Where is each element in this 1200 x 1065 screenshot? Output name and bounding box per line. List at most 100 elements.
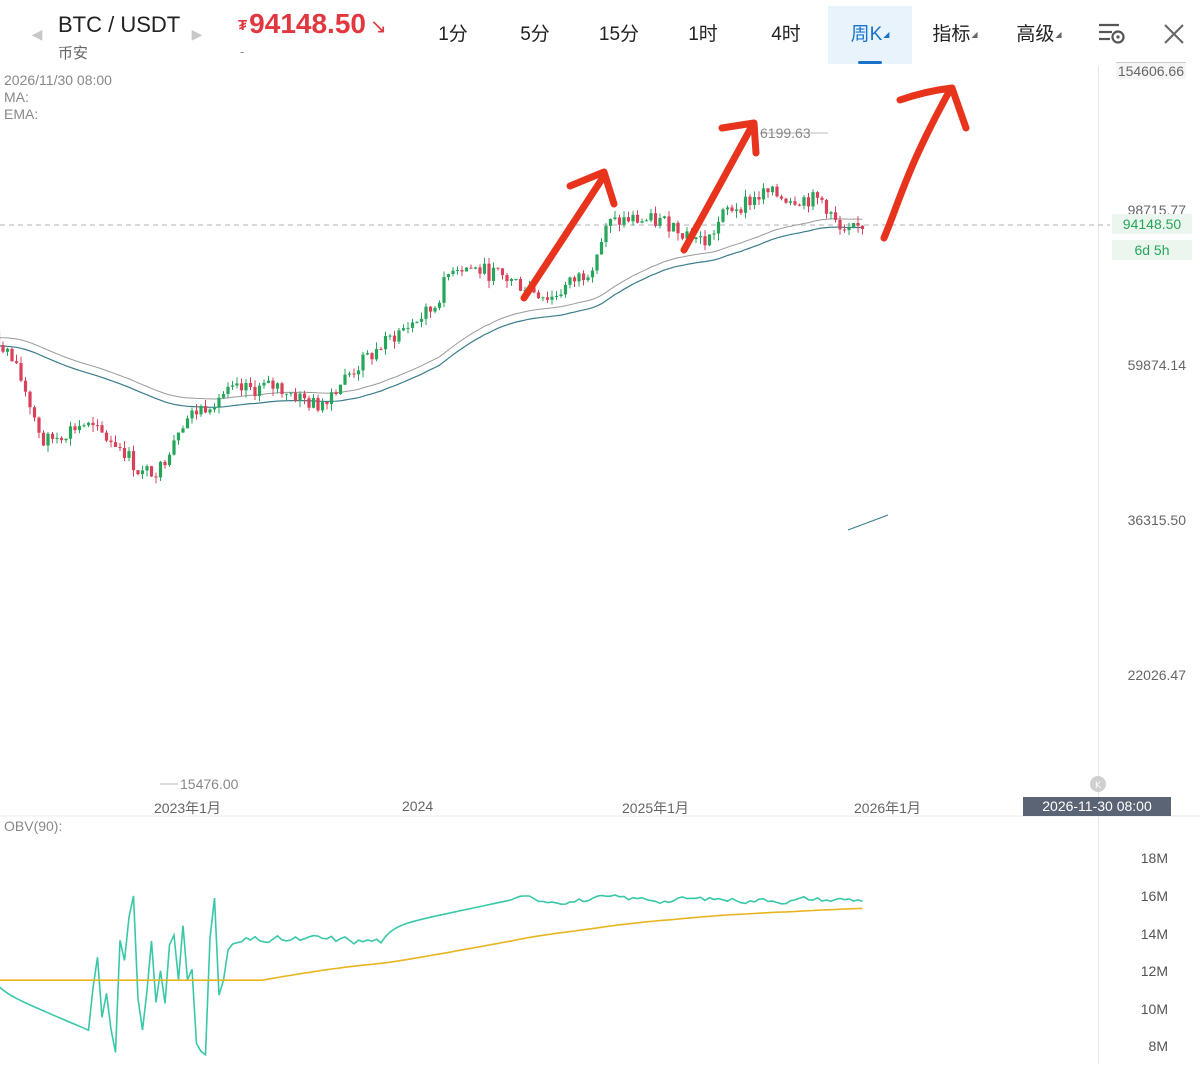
trading-pair[interactable]: BTC / USDT [58, 12, 181, 37]
candle-body [824, 199, 829, 214]
tab-weekly[interactable]: 周K◢ [828, 6, 912, 64]
candle-body [41, 432, 46, 446]
candle-body [280, 383, 284, 394]
tab-1min[interactable]: 1分 [422, 6, 484, 64]
candle-body [163, 461, 167, 466]
candle-body [734, 209, 739, 211]
candle-body [320, 401, 325, 411]
candle-body [352, 373, 356, 375]
crosshair-time-tag: 2026-11-30 08:00 [1023, 797, 1171, 816]
candle-body [707, 234, 712, 246]
scroll-latest-icon[interactable] [1090, 776, 1106, 792]
candle-body [374, 349, 379, 360]
candle-body [118, 446, 122, 449]
candle-body [208, 409, 212, 413]
red-arrow-3-head [896, 84, 970, 132]
candle-body [365, 353, 370, 355]
candle-body [815, 192, 820, 198]
candle-body [833, 212, 838, 220]
candle-countdown: 6d 5h [1112, 240, 1192, 260]
tab-15min[interactable]: 15分 [588, 6, 650, 64]
candle-body [446, 274, 451, 278]
candle-body [860, 225, 865, 230]
candle-body [491, 267, 496, 281]
red-arrow-2-head [718, 119, 760, 157]
candle-body [127, 451, 131, 458]
chevron-left-icon[interactable]: ◀ [31, 26, 43, 42]
candle-body [230, 385, 235, 387]
crosshair-datetime: 2026/11/30 08:00 [4, 72, 112, 88]
candle-body [307, 398, 311, 408]
dropdown-corner-icon: ◢ [971, 30, 978, 39]
scroll-latest-glyph: K [1095, 781, 1102, 791]
candle-body [640, 221, 644, 223]
candle-body [397, 330, 401, 342]
candle-body [176, 432, 181, 441]
obv-line [0, 894, 863, 1057]
candle-body [653, 213, 658, 226]
candle-body [482, 263, 487, 274]
obv-axis-label: 10M [1140, 1001, 1168, 1017]
candle-body [356, 370, 361, 375]
candle-body [379, 349, 383, 351]
obv-axis-label: 12M [1140, 963, 1168, 979]
candle-body [532, 287, 536, 293]
chevron-right-icon[interactable]: ▶ [191, 26, 203, 42]
candle-body [590, 270, 595, 278]
candle-body [149, 466, 154, 477]
candle-body [167, 454, 172, 466]
candle-body [721, 209, 725, 222]
candle-body [806, 197, 811, 207]
tab-label: 5分 [520, 24, 550, 45]
last-price-value: 94148.50 [249, 8, 366, 39]
candle-body [856, 223, 860, 226]
candle-body [181, 428, 185, 433]
tab-1hour[interactable]: 1时 [672, 6, 734, 64]
candle-body [779, 196, 784, 199]
candle-body [842, 229, 847, 231]
candle-body [644, 220, 649, 222]
candle-body [662, 216, 667, 218]
candle-body [455, 270, 460, 272]
candle-body [761, 188, 766, 200]
obv-title: OBV(90): [4, 818, 63, 834]
close-icon[interactable] [1158, 16, 1192, 50]
candle-body [595, 254, 599, 271]
candle-body [401, 328, 406, 331]
candle-body [77, 425, 82, 431]
candle-body [361, 354, 365, 371]
price-axis-label: 22026.47 [1127, 667, 1186, 683]
candle-body [316, 398, 320, 411]
tab-4hour[interactable]: 4时 [755, 6, 817, 64]
candle-body [334, 392, 338, 395]
candle-body [221, 394, 226, 398]
candle-body [347, 373, 352, 375]
candle-body [226, 386, 230, 395]
candle-body [329, 392, 334, 405]
red-arrow-1-shaft [520, 172, 608, 302]
tab-5min[interactable]: 5分 [504, 6, 566, 64]
candle-body [676, 222, 680, 234]
candle-body [752, 197, 757, 206]
price-change: - [240, 44, 245, 59]
candle-body [145, 466, 149, 471]
time-axis-label: 2024 [402, 798, 434, 814]
obv-ma-line [0, 907, 863, 981]
tab-advanced[interactable]: 高级◢ [1006, 6, 1072, 64]
red-arrow-1-head [566, 168, 618, 208]
candle-body [91, 422, 95, 426]
ma-legend: MA: [4, 89, 29, 105]
candle-body [10, 348, 14, 362]
last-price: ₮94148.50 ↘ [238, 8, 387, 40]
candle-body [55, 437, 59, 439]
candle-body [536, 292, 541, 299]
tab-indicators[interactable]: 指标◢ [922, 6, 988, 64]
candle-body [712, 233, 716, 235]
candle-body [275, 383, 280, 389]
candle-body [509, 279, 514, 282]
candle-body [518, 278, 523, 291]
candle-body [496, 267, 500, 269]
chart-settings-icon[interactable] [1094, 16, 1128, 50]
candle-body [302, 393, 307, 399]
